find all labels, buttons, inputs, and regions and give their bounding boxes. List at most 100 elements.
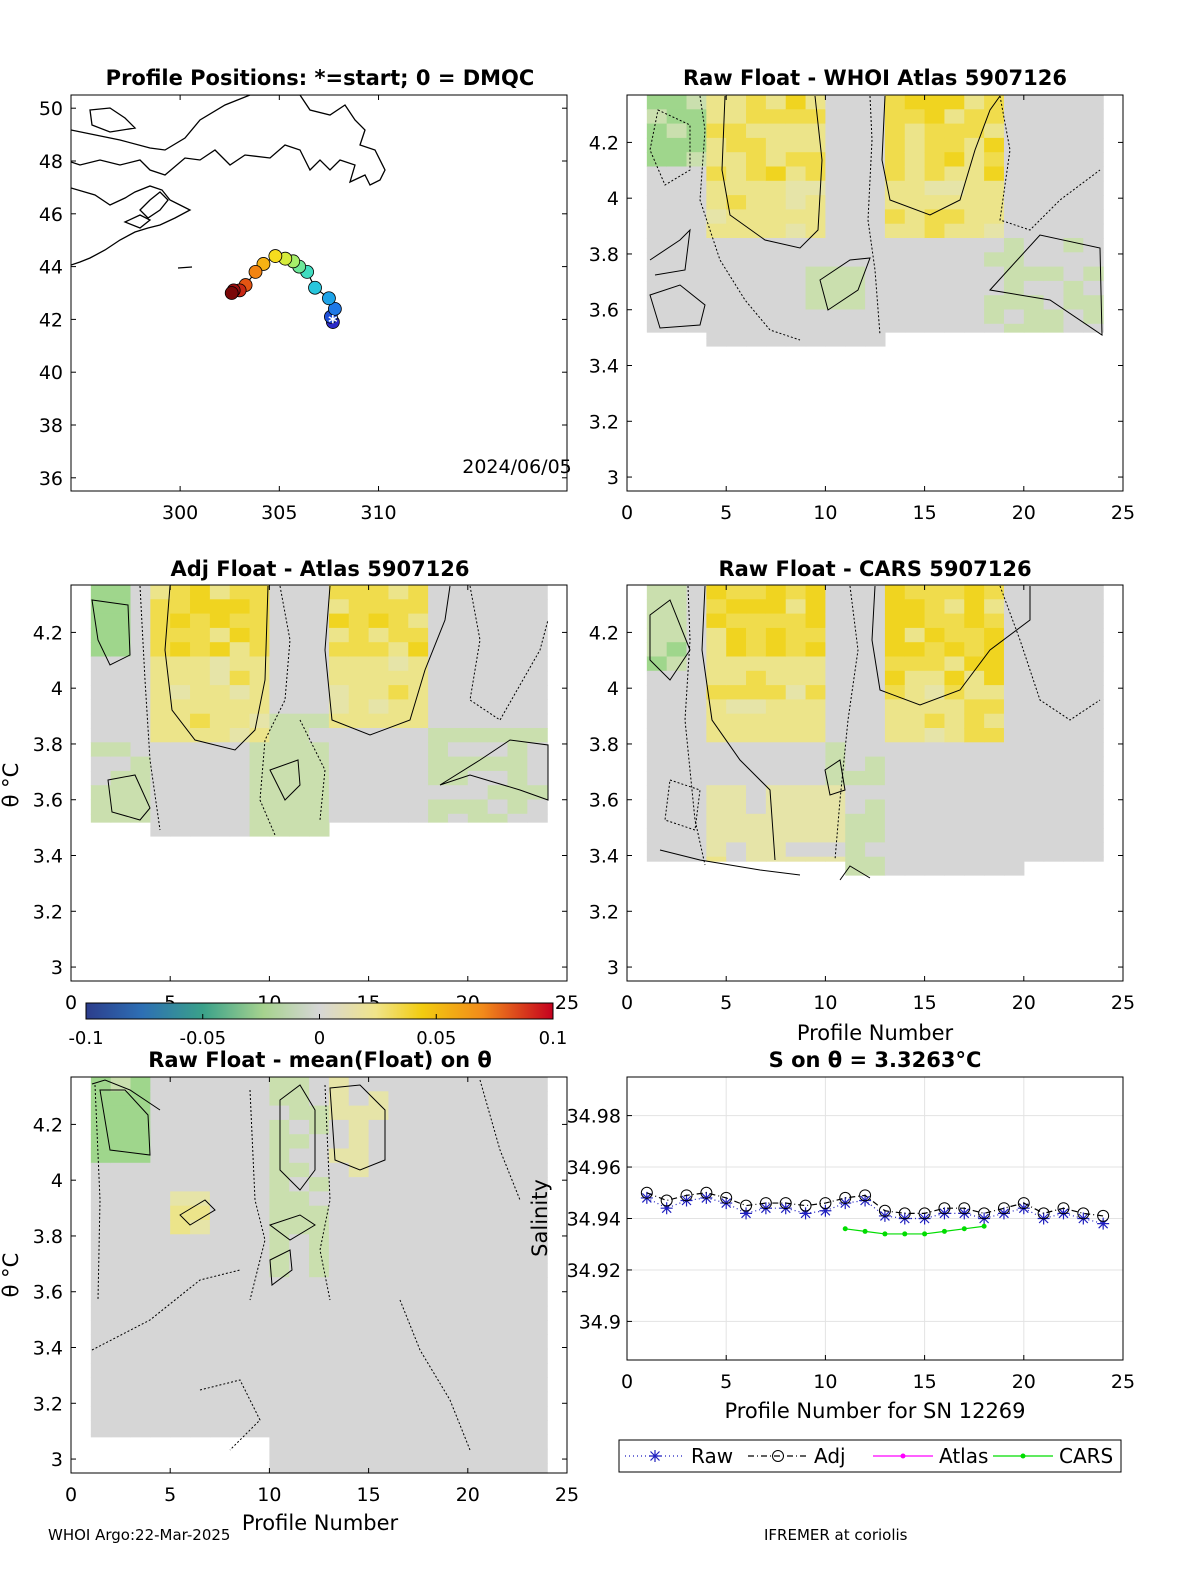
ytick-label: 3 (51, 957, 63, 979)
contour-cell (170, 685, 191, 700)
contour-cell (904, 266, 926, 282)
contour-cell (666, 180, 688, 196)
contour-cell (1083, 613, 1104, 629)
xtick-label: 25 (1111, 992, 1135, 1014)
ytick-label: 4.2 (33, 622, 63, 644)
contour-cell (884, 842, 906, 858)
contour-cell (825, 713, 846, 729)
contour-cell (309, 699, 330, 715)
contour-cell (785, 195, 807, 210)
contour-cell (825, 295, 846, 311)
contour-cell (170, 1291, 191, 1307)
contour-cell (487, 627, 509, 643)
contour-cell (309, 1291, 330, 1307)
contour-cell (746, 252, 767, 268)
contour-cell (428, 728, 449, 743)
contour-cell (944, 223, 965, 239)
contour-cell (924, 95, 946, 110)
contour-cell (924, 209, 946, 225)
contour-cell (1043, 828, 1065, 843)
contour-cell (348, 756, 370, 772)
contour-cell (348, 627, 370, 643)
contour-cell (1003, 266, 1025, 282)
contour-cell (646, 599, 668, 615)
contour-cell (467, 728, 489, 743)
contour-cell (428, 1305, 449, 1321)
point-adj (918, 1207, 931, 1220)
contour-cell (209, 642, 231, 658)
point-cars (842, 1226, 848, 1232)
contour-cell (805, 613, 826, 629)
contour-cell (408, 1162, 429, 1178)
contour-cell (348, 1377, 370, 1393)
contour-cell (785, 166, 807, 182)
contour-cell (825, 280, 846, 296)
map-panel: Profile Positions: *=start; 0 = DMQC * 3… (39, 66, 572, 524)
contour-cell (170, 1234, 191, 1250)
contour-cell (1083, 642, 1104, 658)
contour-cell (289, 642, 310, 658)
contour-cell (229, 585, 251, 600)
contour-cell (408, 1248, 429, 1264)
contour-cell (1043, 742, 1065, 758)
contour-cell (706, 195, 727, 210)
contour-cell (190, 1205, 211, 1221)
contour-cell (686, 166, 707, 182)
contour-cell (130, 770, 151, 786)
contour-cell (487, 713, 509, 729)
track-point (268, 249, 283, 263)
contour-cell (825, 180, 846, 196)
contour-cell (1043, 642, 1065, 658)
contour-cell (1023, 223, 1045, 239)
contour-cell (825, 123, 846, 139)
contour-cell (944, 323, 965, 333)
contour-cell (527, 1148, 548, 1164)
contour-cell (368, 770, 390, 786)
xtick-label: 15 (357, 1484, 381, 1506)
contour-cell (845, 209, 866, 225)
contour-cell (964, 656, 985, 672)
contour-cell (845, 871, 866, 876)
contour-cell (447, 1363, 469, 1378)
contour-cell (328, 1262, 350, 1278)
contour-cell (170, 1348, 191, 1364)
contour-cell (765, 856, 787, 862)
contour-cell (825, 613, 846, 629)
contour-cell (150, 1391, 171, 1407)
contour-cell (944, 238, 965, 253)
contour-cell (1003, 627, 1025, 643)
contour-cell (746, 195, 767, 210)
contour-cell (1083, 785, 1104, 801)
panel-p5-xlabel: Profile Number (242, 1511, 399, 1535)
contour-cell (388, 1305, 409, 1321)
contour-cell (1063, 280, 1084, 296)
contour-cell (527, 1077, 548, 1092)
contour-cell (408, 742, 429, 758)
contour-cell (845, 642, 866, 658)
xtick-label: 20 (1012, 1371, 1036, 1393)
contour-cell (726, 828, 747, 843)
map-ytick-label: 48 (39, 151, 63, 173)
contour-cell (924, 842, 946, 858)
contour-cell (865, 152, 886, 168)
contour-cell (646, 613, 668, 629)
contour-cell (229, 1363, 251, 1378)
contour-cell (447, 1177, 469, 1192)
contour-cell (944, 137, 965, 153)
contour-cell (984, 699, 1005, 715)
contour-cell (130, 1348, 151, 1364)
contour-cell (904, 238, 926, 253)
contour-cell (746, 785, 767, 801)
contour-cell (368, 613, 390, 629)
contour-cell (90, 1105, 112, 1121)
contour-cell (646, 756, 668, 772)
contour-cell (1023, 670, 1045, 686)
contour-cell (825, 756, 846, 772)
contour-cell (190, 713, 211, 729)
contour-cell (1023, 123, 1045, 139)
contour-cell (706, 238, 727, 253)
ytick-label: 4 (607, 678, 619, 700)
contour-cell (805, 180, 826, 196)
contour-cell (170, 1262, 191, 1278)
contour-cell (408, 770, 429, 786)
